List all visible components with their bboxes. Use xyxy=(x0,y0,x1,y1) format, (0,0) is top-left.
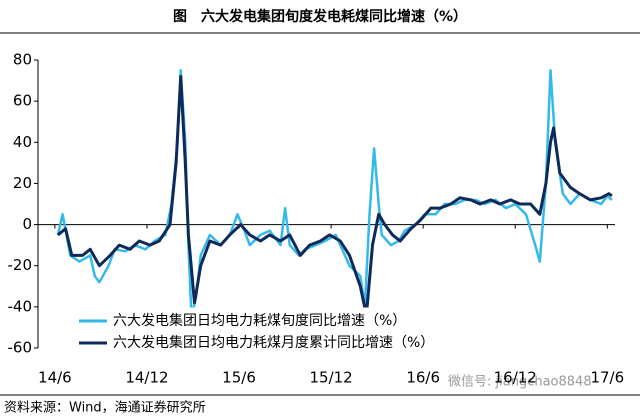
x-tick-label: 16/6 xyxy=(406,369,440,387)
x-tick-label: 16/12 xyxy=(494,369,537,387)
y-tick-label: -40 xyxy=(8,297,33,315)
source: 资料来源：Wind，海通证券研究所 xyxy=(4,400,206,416)
y-tick-label: 80 xyxy=(13,51,32,69)
y-tick-label: -20 xyxy=(8,256,33,274)
legend-label: 六大发电集团日均电力耗煤月度累计同比增速（%） xyxy=(113,334,434,351)
series-line xyxy=(56,69,613,319)
x-tick-label: 14/6 xyxy=(38,369,72,387)
x-tick-label: 15/12 xyxy=(309,369,352,387)
watermark: 微信号: jiangchao8848 xyxy=(448,375,592,390)
y-tick-label: 0 xyxy=(22,215,32,233)
y-tick-label: 60 xyxy=(13,92,32,110)
x-tick-label: 17/6 xyxy=(590,369,624,387)
series-line xyxy=(56,75,613,317)
chart-title: 图 六大发电集团旬度发电耗煤同比增速（%） xyxy=(173,8,467,25)
legend-label: 六大发电集团日均电力耗煤旬度同比增速（%） xyxy=(113,312,406,329)
y-tick-label: 40 xyxy=(13,133,32,151)
legend-box xyxy=(74,307,398,357)
y-tick-label: 20 xyxy=(13,174,32,192)
x-tick-label: 15/6 xyxy=(222,369,256,387)
x-tick-label: 14/12 xyxy=(125,369,168,387)
y-tick-label: -60 xyxy=(8,339,33,357)
